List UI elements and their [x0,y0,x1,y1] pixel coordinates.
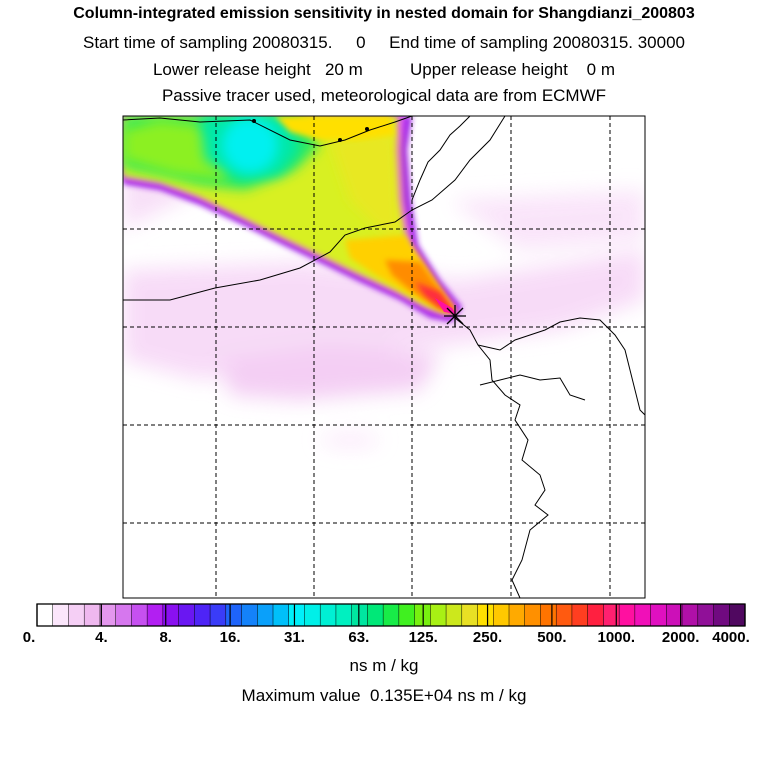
city-markers [252,119,369,142]
colorbar-tick-label: 8. [159,629,172,646]
colorbar-tick-label: 2000. [661,629,700,646]
colorbar-tick-label: 31. [284,629,305,646]
colorbar-tick-label: 125. [408,629,438,646]
map-frame [122,115,646,599]
emission-sensitivity-map [122,115,646,599]
colorbar-tick-label: 4. [95,629,108,646]
asterisk-icon [444,305,466,327]
map-title: Column-integrated emission sensitivity i… [73,5,695,22]
colorbar-tick-label: 0. [22,629,36,646]
colorbar-tick-label: 1000. [597,629,636,646]
sampling-time-line: Start time of sampling 20080315. 0 End t… [83,33,685,52]
colorbar-tick-label: 250. [472,629,503,646]
release-height-line: Lower release height 20 m Upper release … [152,60,616,79]
maximum-value: Maximum value 0.135E+04 ns m / kg [241,686,527,705]
lat-lon-grid [123,116,645,598]
colorbar-tick-label: 63. [348,629,370,646]
colorbar-tick-label: 16. [219,629,241,646]
tracer-info-line: Passive tracer used, meteorological data… [161,86,607,105]
coastlines [123,116,645,598]
colorbar-tick-label: 4000. [712,629,750,646]
colorbar-tick-label: 500. [537,629,567,646]
colorbar-units: ns m / kg [349,656,419,675]
